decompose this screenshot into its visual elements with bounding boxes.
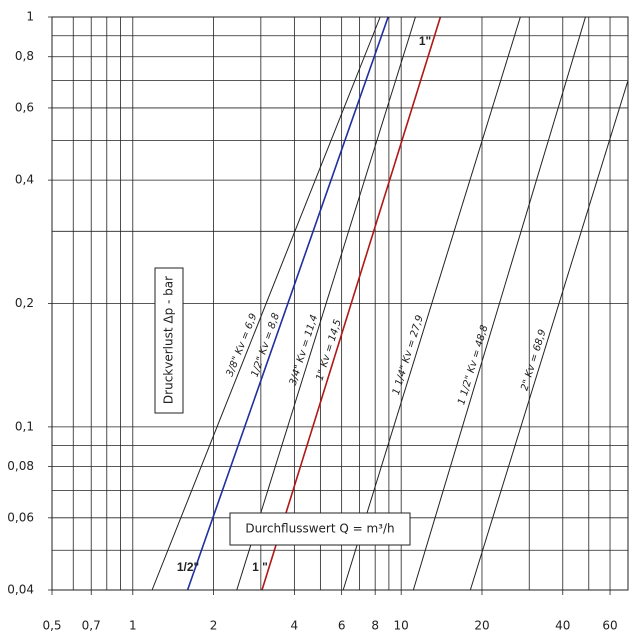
series-line: [236, 16, 416, 591]
x-tick-label: 1: [129, 619, 137, 633]
y-tick-label: 0,08: [7, 459, 34, 473]
plot-frame: [51, 16, 629, 591]
y-tick-label: 0,2: [15, 296, 34, 310]
line-label: 1 1/2" Kv = 48,8: [456, 324, 490, 407]
y-label-frame: [154, 267, 184, 414]
y-tick-label: 0,06: [7, 510, 34, 524]
series-line: [151, 16, 381, 591]
x-tick-label: 0,7: [82, 619, 101, 633]
y-tick-label: 0,8: [15, 49, 34, 63]
series-line: [412, 16, 586, 591]
grid: [51, 16, 629, 591]
y-axis-label: Druckverlust Δp - bar: [162, 276, 176, 404]
x-tick-label: 60: [602, 619, 617, 633]
x-tick-label: 10: [394, 619, 409, 633]
y-tick-label: 0,04: [7, 583, 34, 597]
y-tick-label: 0,6: [15, 100, 34, 114]
y-tick-label: 1: [26, 10, 34, 24]
series-line: [186, 16, 389, 591]
x-tick-label: 2: [210, 619, 218, 633]
series-line: [469, 80, 629, 591]
line-label: 2" Kv = 68,9: [519, 328, 548, 392]
x-tick-label: 20: [474, 619, 489, 633]
x-tick-label: 40: [555, 619, 570, 633]
x-axis-label: Durchflusswert Q = m³/h: [245, 522, 394, 536]
x-tick-label: 4: [291, 619, 299, 633]
series-line: [261, 16, 442, 591]
y-tick-label: 0,1: [15, 419, 34, 433]
x-tick-label: 6: [338, 619, 346, 633]
annotation: 1/2": [177, 560, 199, 574]
y-tick-label: 0,4: [15, 173, 34, 187]
annotation: 1": [419, 34, 431, 48]
x-tick-label: 0,5: [42, 619, 61, 633]
x-label-frame: [229, 512, 411, 546]
series-line: [342, 16, 521, 591]
x-tick-label: 8: [371, 619, 379, 633]
line-label: 1 1/4" Kv = 27,9: [391, 314, 426, 396]
annotation: 1 ": [252, 560, 268, 574]
y-label-box: Druckverlust Δp - bar: [154, 267, 184, 414]
